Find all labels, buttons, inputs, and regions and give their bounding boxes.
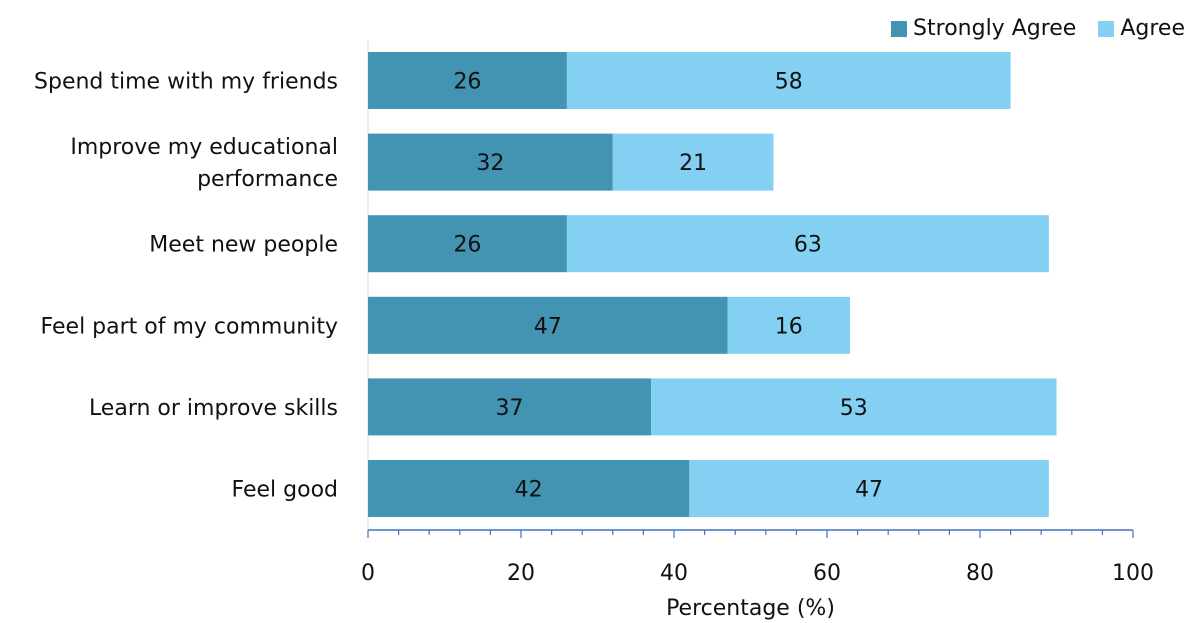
bar-agree-feel-good — [689, 460, 1049, 517]
data-label-strongly-agree-spend-time-with-my-friends: 26 — [453, 70, 481, 95]
x-tick-label-40: 40 — [660, 561, 688, 586]
bar-strongly-agree-feel-good — [368, 460, 690, 517]
data-label-agree-feel-good: 47 — [855, 478, 883, 503]
legend-label-strongly-agree: Strongly Agree — [913, 16, 1077, 41]
bar-agree-feel-part-of-my-community — [727, 296, 850, 354]
bar-strongly-agree-spend-time-with-my-friends — [368, 52, 567, 109]
data-label-strongly-agree-feel-good: 42 — [515, 478, 543, 503]
legend-item-agree: Agree — [1098, 16, 1185, 41]
data-label-agree-spend-time-with-my-friends: 58 — [775, 70, 803, 95]
data-label-strongly-agree-learn-or-improve-skills: 37 — [496, 396, 524, 421]
bar-strongly-agree-improve-my-educational-performance — [368, 133, 613, 191]
legend-label-agree: Agree — [1120, 16, 1185, 41]
data-label-strongly-agree-feel-part-of-my-community: 47 — [534, 314, 562, 339]
legend: Strongly Agree Agree — [891, 16, 1185, 41]
bar-agree-improve-my-educational-performance — [612, 133, 774, 191]
category-label-meet-new-people: Meet new people — [149, 233, 338, 258]
x-tick-label-20: 20 — [507, 561, 535, 586]
category-label-feel-good: Feel good — [232, 478, 338, 503]
bar-agree-meet-new-people — [566, 215, 1049, 273]
legend-swatch-strongly-agree — [891, 20, 908, 37]
x-tick-label-100: 100 — [1112, 561, 1154, 586]
data-label-agree-improve-my-educational-performance: 21 — [679, 151, 707, 176]
legend-item-strongly-agree: Strongly Agree — [891, 16, 1076, 41]
bar-strongly-agree-feel-part-of-my-community — [368, 296, 728, 354]
data-label-agree-meet-new-people: 63 — [794, 233, 822, 258]
category-label-spend-time-with-my-friends: Spend time with my friends — [34, 70, 338, 95]
data-label-strongly-agree-meet-new-people: 26 — [453, 233, 481, 258]
data-label-agree-feel-part-of-my-community: 16 — [775, 314, 803, 339]
category-label-learn-or-improve-skills: Learn or improve skills — [89, 396, 338, 421]
x-tick-label-80: 80 — [966, 561, 994, 586]
bar-strongly-agree-learn-or-improve-skills — [368, 378, 652, 436]
x-tick-label-60: 60 — [813, 561, 841, 586]
data-label-strongly-agree-improve-my-educational-performance: 32 — [476, 151, 504, 176]
legend-swatch-agree — [1098, 20, 1115, 37]
category-label-improve-my-educational-performance: Improve my educational performance — [70, 135, 338, 192]
bar-agree-learn-or-improve-skills — [651, 378, 1057, 436]
bar-agree-spend-time-with-my-friends — [566, 52, 1011, 109]
x-axis-title: Percentage (%) — [666, 596, 835, 621]
bar-strongly-agree-meet-new-people — [368, 215, 567, 273]
data-label-agree-learn-or-improve-skills: 53 — [840, 396, 868, 421]
category-label-feel-part-of-my-community: Feel part of my community — [41, 314, 338, 339]
x-tick-label-0: 0 — [361, 561, 375, 586]
